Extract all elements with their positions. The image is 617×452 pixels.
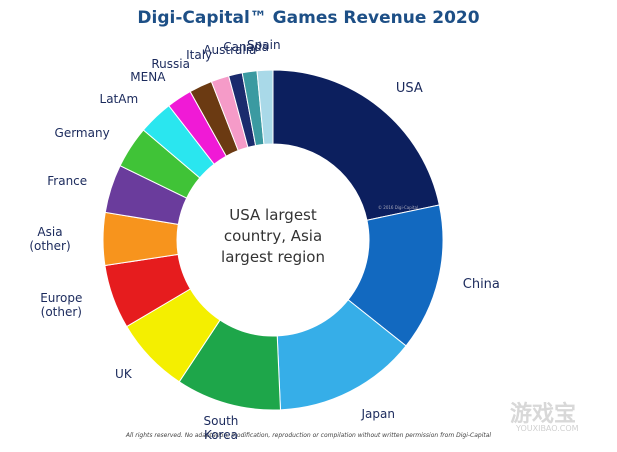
- slice-label: Spain: [247, 38, 281, 53]
- slice: [256, 69, 274, 145]
- watermark: 游戏宝: [510, 402, 577, 427]
- slice-label: UK: [115, 367, 132, 382]
- slice-label: Canada: [223, 39, 269, 54]
- slice-label: Russia: [151, 56, 190, 71]
- slice-label: Europe (other): [40, 291, 83, 320]
- slice-label: China: [462, 276, 500, 292]
- center-text: USA largest country, Asia largest region: [221, 206, 325, 266]
- copyright: © 2016 Digi-Capital: [378, 205, 419, 210]
- slice-label: Germany: [54, 126, 110, 141]
- watermark-url: YOUXIBAO.COM: [516, 424, 579, 433]
- slice-label: USA: [395, 80, 423, 96]
- slice-label: Italy: [186, 47, 213, 62]
- slice: [272, 69, 440, 221]
- slice-label: MENA: [130, 70, 166, 85]
- chart-title: Digi-Capital™ Games Revenue 2020: [137, 8, 480, 28]
- slice-label: France: [47, 173, 88, 188]
- footnote: All rights reserved. No adaptation, modi…: [125, 432, 492, 439]
- slice-label: Australia: [203, 42, 257, 57]
- slice-label: Japan: [361, 406, 395, 421]
- slice-label: South Korea: [203, 413, 239, 442]
- slice-label: Asia (other): [29, 224, 71, 253]
- slice-label: LatAm: [99, 92, 139, 107]
